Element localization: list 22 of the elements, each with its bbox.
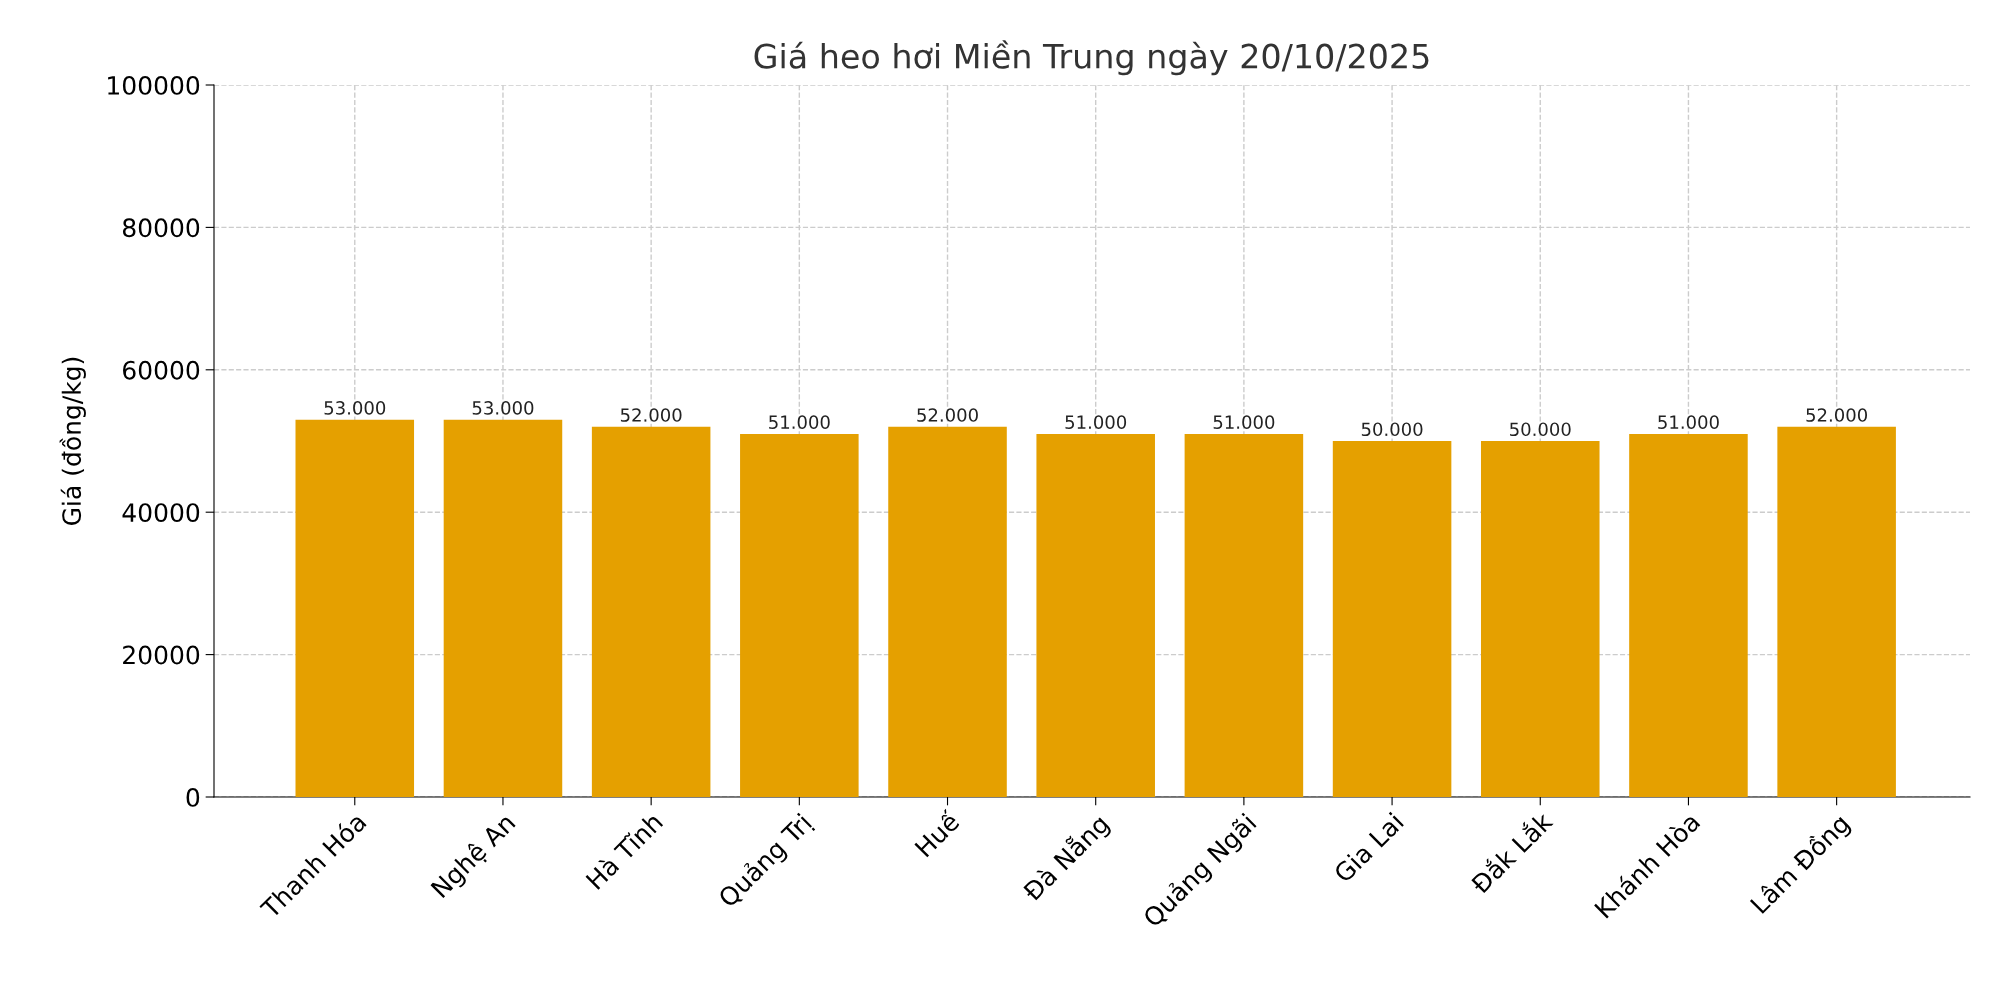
x-tick-label: Hà Tĩnh bbox=[584, 810, 664, 890]
y-tick-label: 0 bbox=[186, 787, 200, 807]
data-label: 50.000 bbox=[1510, 422, 1571, 437]
y-tick-label: 80000 bbox=[122, 218, 200, 238]
y-tick-label: 60000 bbox=[123, 360, 200, 380]
data-label: 53.000 bbox=[324, 401, 386, 415]
data-label: 52.000 bbox=[917, 408, 978, 422]
chart-title: Giá heo hơi Miền Trung ngày 20/10/2025 bbox=[754, 40, 1429, 76]
data-label: 52.000 bbox=[620, 408, 682, 422]
data-label: 52.000 bbox=[1806, 408, 1868, 422]
data-label: 51.000 bbox=[1213, 415, 1275, 429]
data-label: 51.000 bbox=[769, 415, 830, 429]
x-tick-label: Gia Lai bbox=[1332, 811, 1405, 884]
data-label: 50.000 bbox=[1361, 422, 1423, 437]
y-axis-title: Giá (đồng/kg) bbox=[59, 357, 86, 525]
data-label: 53.000 bbox=[472, 401, 534, 415]
data-label: 51.000 bbox=[1065, 415, 1127, 429]
data-label: 51.000 bbox=[1658, 415, 1719, 429]
y-tick-label: 100000 bbox=[108, 75, 200, 95]
y-tick-label: 40000 bbox=[122, 503, 200, 523]
x-tick-label: Đắk Lắk bbox=[1467, 808, 1554, 896]
y-tick-label: 20000 bbox=[123, 645, 200, 665]
